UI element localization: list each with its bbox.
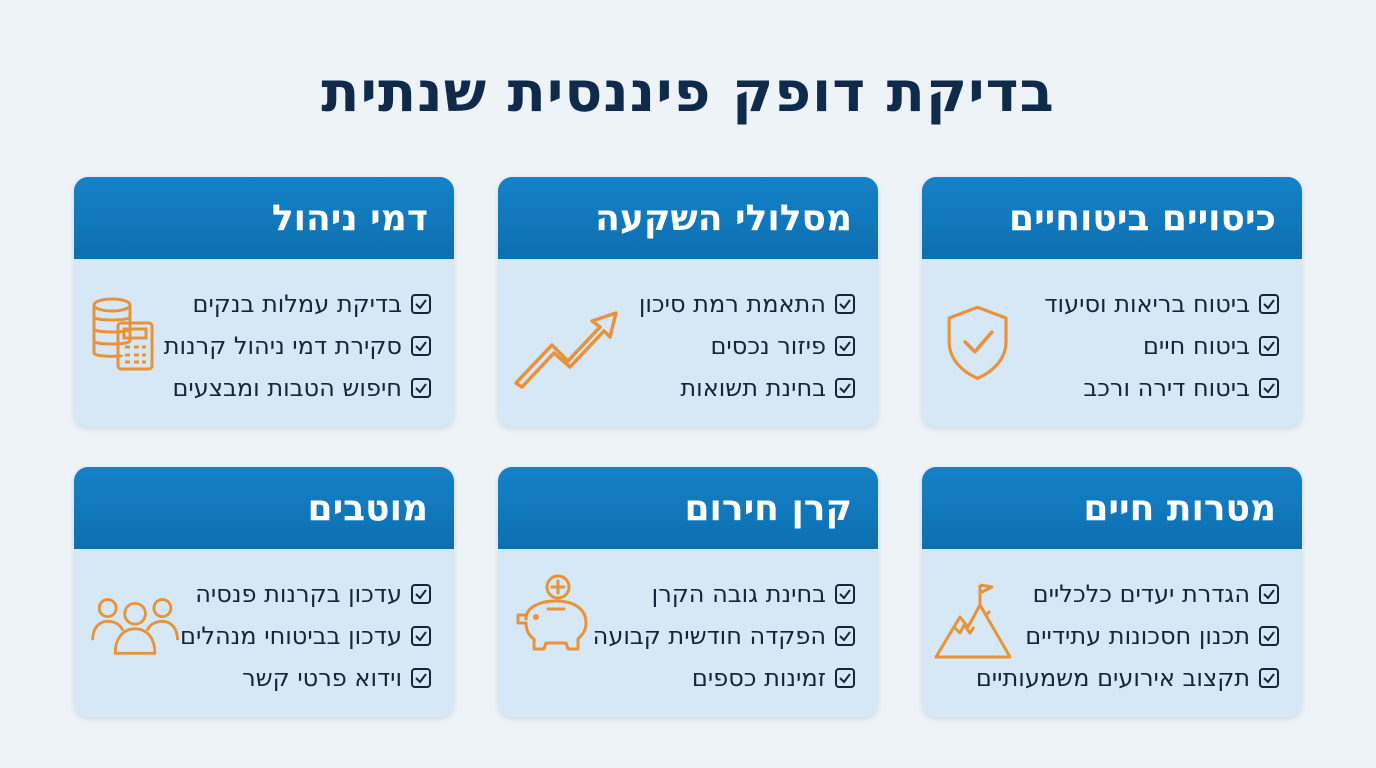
checklist: עדכון בקרנות פנסיה עדכון בביטוחי מנהלים …: [180, 573, 432, 699]
trend-up-arrow-icon: [514, 311, 618, 389]
list-item-label: חיפוש הטבות ומבצעים: [172, 374, 402, 402]
card-title: מוטבים: [74, 467, 454, 549]
card-title: דמי ניהול: [74, 177, 454, 259]
list-item-label: תכנון חסכונות עתידיים: [1025, 622, 1250, 650]
list-item: בחינת תשואות: [639, 367, 856, 409]
checkbox-check-icon: [411, 626, 431, 646]
card-insurance-coverage: כיסויים ביטוחיים ביטוח בריאות וסיעוד ביט…: [922, 177, 1302, 427]
mountain-flag-icon: [934, 583, 1012, 659]
list-item-label: הפקדה חודשית קבועה: [592, 622, 826, 650]
people-group-icon: [91, 598, 179, 655]
checkbox-check-icon: [411, 294, 431, 314]
checkbox-check-icon: [411, 336, 431, 356]
checkbox-check-icon: [835, 584, 855, 604]
checklist: ביטוח בריאות וסיעוד ביטוח חיים ביטוח דיר…: [1044, 283, 1280, 409]
list-item-label: בדיקת עמלות בנקים: [192, 290, 402, 318]
list-item: ביטוח דירה ורכב: [1044, 367, 1280, 409]
list-item-label: זמינות כספים: [691, 664, 826, 692]
card-beneficiaries: מוטבים עדכון בקרנות פנסיה עדכון בביטוחי …: [74, 467, 454, 717]
card-management-fees: דמי ניהול בדיקת עמלות בנקים: [74, 177, 454, 427]
checklist: התאמת רמת סיכון פיזור נכסים בחינת תשואות: [639, 283, 856, 409]
list-item: ביטוח חיים: [1044, 325, 1280, 367]
list-item: ביטוח בריאות וסיעוד: [1044, 283, 1280, 325]
list-item: תקצוב אירועים משמעותיים: [976, 657, 1280, 699]
list-item-label: התאמת רמת סיכון: [638, 290, 826, 318]
list-item: וידוא פרטי קשר: [180, 657, 432, 699]
checkbox-check-icon: [1259, 294, 1279, 314]
checkbox-check-icon: [835, 668, 855, 688]
checkbox-check-icon: [411, 584, 431, 604]
checkbox-check-icon: [1259, 336, 1279, 356]
checkbox-check-icon: [1259, 626, 1279, 646]
checkbox-check-icon: [835, 294, 855, 314]
list-item: עדכון בקרנות פנסיה: [180, 573, 432, 615]
list-item: סקירת דמי ניהול קרנות: [164, 325, 432, 367]
list-item-label: פיזור נכסים: [710, 332, 826, 360]
list-item-label: תקצוב אירועים משמעותיים: [975, 664, 1250, 692]
list-item-label: בחינת גובה הקרן: [651, 580, 826, 608]
piggy-bank-icon: [516, 574, 588, 651]
list-item: פיזור נכסים: [639, 325, 856, 367]
shield-check-icon: [947, 305, 1008, 380]
list-item: בחינת גובה הקרן: [593, 573, 856, 615]
checkbox-check-icon: [835, 336, 855, 356]
card-title: מסלולי השקעה: [498, 177, 878, 259]
checklist: הגדרת יעדים כלכליים תכנון חסכונות עתידיי…: [976, 573, 1280, 699]
list-item: עדכון בביטוחי מנהלים: [180, 615, 432, 657]
card-title: כיסויים ביטוחיים: [922, 177, 1302, 259]
list-item-label: ביטוח דירה ורכב: [1083, 374, 1250, 402]
list-item-label: הגדרת יעדים כלכליים: [1032, 580, 1250, 608]
list-item: תכנון חסכונות עתידיים: [976, 615, 1280, 657]
card-emergency-fund: קרן חירום בחינת גובה הקרן הפקדה חודשית ק…: [498, 467, 878, 717]
list-item: זמינות כספים: [593, 657, 856, 699]
card-title: מטרות חיים: [922, 467, 1302, 549]
list-item-label: ביטוח חיים: [1143, 332, 1250, 360]
checkbox-check-icon: [411, 668, 431, 688]
list-item: חיפוש הטבות ומבצעים: [164, 367, 432, 409]
list-item: בדיקת עמלות בנקים: [164, 283, 432, 325]
list-item: התאמת רמת סיכון: [639, 283, 856, 325]
list-item-label: עדכון בביטוחי מנהלים: [180, 622, 402, 650]
checkbox-check-icon: [835, 626, 855, 646]
list-item: הגדרת יעדים כלכליים: [976, 573, 1280, 615]
coins-calculator-icon: [92, 297, 154, 371]
list-item-label: עדכון בקרנות פנסיה: [195, 580, 402, 608]
checkbox-check-icon: [1259, 668, 1279, 688]
checkbox-check-icon: [1259, 584, 1279, 604]
page-title: בדיקת דופק פיננסית שנתית: [321, 60, 1055, 125]
checklist: בחינת גובה הקרן הפקדה חודשית קבועה זמינו…: [593, 573, 856, 699]
list-item: הפקדה חודשית קבועה: [593, 615, 856, 657]
checkbox-check-icon: [411, 378, 431, 398]
card-investment-tracks: מסלולי השקעה התאמת רמת סיכון פיזור נכסים…: [498, 177, 878, 427]
card-title: קרן חירום: [498, 467, 878, 549]
list-item-label: בחינת תשואות: [680, 374, 826, 402]
checkbox-check-icon: [1259, 378, 1279, 398]
card-life-goals: מטרות חיים הגדרת יעדים כלכליים תכנון חסכ…: [922, 467, 1302, 717]
list-item-label: וידוא פרטי קשר: [242, 664, 402, 692]
checklist: בדיקת עמלות בנקים סקירת דמי ניהול קרנות …: [164, 283, 432, 409]
list-item-label: ביטוח בריאות וסיעוד: [1044, 290, 1250, 318]
list-item-label: סקירת דמי ניהול קרנות: [163, 332, 402, 360]
checkbox-check-icon: [835, 378, 855, 398]
